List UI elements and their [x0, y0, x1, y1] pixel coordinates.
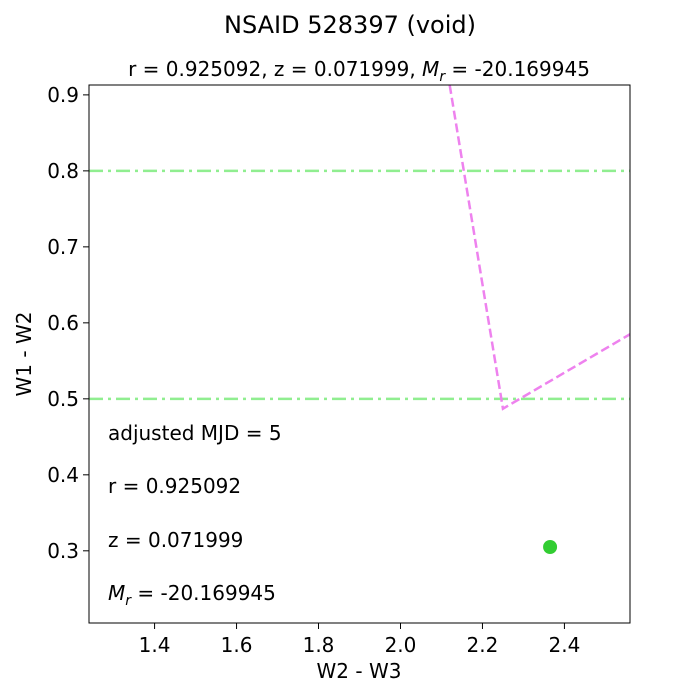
- annotation-r: r = 0.925092: [108, 474, 241, 498]
- subtitle-m-symbol: M: [422, 57, 439, 81]
- plot-lines: [89, 85, 630, 411]
- annotation-m-symbol: M: [108, 581, 125, 605]
- y-axis-label: W1 - W2: [12, 312, 36, 397]
- annotation-m-subscript: r: [125, 593, 132, 609]
- chart-title: NSAID 528397 (void): [224, 11, 476, 39]
- chart-subtitle: r = 0.925092, z = 0.071999, Mr = -20.169…: [128, 57, 590, 85]
- data-point: [543, 540, 558, 555]
- subtitle-r-z: r = 0.925092, z = 0.071999,: [128, 57, 422, 81]
- y-tick-label: 0.8: [47, 159, 79, 183]
- x-tick-label: 1.4: [139, 633, 171, 657]
- y-tick-label: 0.9: [47, 83, 79, 107]
- subtitle-m-value: = -20.169945: [445, 57, 590, 81]
- x-tick-label: 2.2: [467, 633, 499, 657]
- y-tick-label: 0.5: [47, 387, 79, 411]
- y-tick-label: 0.3: [47, 539, 79, 563]
- annotation-z: z = 0.071999: [108, 528, 243, 552]
- y-tick-label: 0.4: [47, 463, 79, 487]
- y-tick-label: 0.6: [47, 311, 79, 335]
- subtitle-m-subscript: r: [439, 69, 446, 85]
- annotation-mr: Mr = -20.169945: [108, 581, 276, 609]
- x-tick-label: 2.4: [549, 633, 581, 657]
- plot-frame: [88, 84, 631, 624]
- x-tick-label: 2.0: [385, 633, 417, 657]
- x-tick-label: 1.6: [221, 633, 253, 657]
- boundary-line: [448, 85, 630, 411]
- annotation-mjd: adjusted MJD = 5: [108, 421, 282, 445]
- x-axis-ticks: 1.4 1.6 1.8 2.0 2.2 2.4: [139, 623, 581, 657]
- y-tick-label: 0.7: [47, 235, 79, 259]
- x-axis-label: W2 - W3: [317, 659, 402, 683]
- plot-points: [543, 540, 558, 555]
- x-tick-label: 1.8: [303, 633, 335, 657]
- y-axis-ticks: 0.3 0.4 0.5 0.6 0.7 0.8 0.9: [47, 83, 89, 563]
- annotation-m-value: = -20.169945: [131, 581, 276, 605]
- annotations: adjusted MJD = 5 r = 0.925092 z = 0.0719…: [108, 421, 282, 609]
